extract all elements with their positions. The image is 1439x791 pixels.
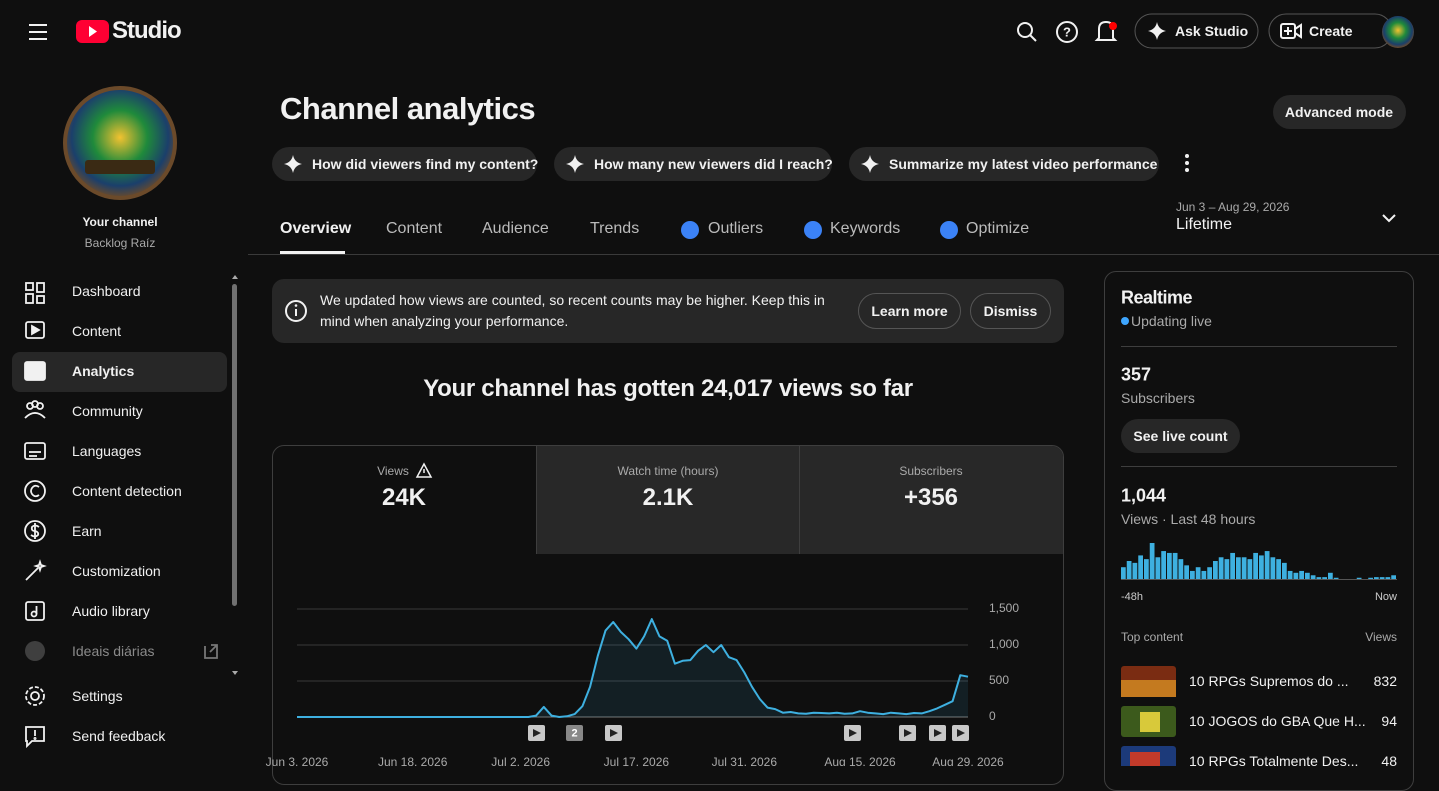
top-content-label: Top content [1121,630,1184,644]
metric-tab-bg [799,446,1063,554]
top-content-views: 832 [1373,673,1397,689]
nav-item[interactable]: Ideais diárias [72,643,155,659]
metric-label[interactable]: Subscribers [899,464,963,478]
nav-item[interactable]: Content [72,323,122,339]
top-content-title[interactable]: 10 RPGs Totalmente Des... [1189,753,1359,769]
realtime-status: Updating live [1131,313,1212,329]
top-content-views: 94 [1381,713,1397,729]
notice-text: We updated how views are counted, so rec… [320,292,825,329]
learn-more-button[interactable] [858,293,961,329]
top-content-title[interactable]: 10 RPGs Supremos do ... [1189,673,1349,689]
channel-label: Your channel [82,215,158,229]
prompt-chip[interactable] [554,147,832,181]
nav-item[interactable]: Languages [72,443,142,459]
realtime-subscribers-label: Subscribers [1121,390,1195,406]
metric-label[interactable]: Views [377,464,409,478]
metric-value[interactable]: 2.1K [642,484,694,511]
tab[interactable]: Trends [590,220,640,237]
realtime-views: 1,044 [1121,485,1167,506]
tab-underline [280,251,345,254]
top-content-title[interactable]: 10 JOGOS do GBA Que H... [1189,713,1366,729]
nav-item[interactable]: Audio library [72,603,150,619]
nav-item[interactable]: Content detection [72,483,182,499]
dismiss-label[interactable]: Dismiss [983,303,1038,319]
active-nav-bg [12,352,227,392]
nav-item[interactable]: Dashboard [72,283,141,299]
separator [1121,466,1397,467]
metric-label[interactable]: Watch time (hours) [617,464,719,478]
notice-banner [272,279,1064,343]
page-title: Channel analytics [280,91,536,126]
prompt-label[interactable]: How many new viewers did I reach? [594,156,833,172]
learn-more-label[interactable]: Learn more [871,303,948,319]
tab[interactable]: Outliers [708,220,764,237]
advanced-mode-label[interactable]: Advanced mode [1284,104,1394,120]
date-period[interactable]: Lifetime [1176,216,1233,233]
create-label[interactable]: Create [1309,23,1353,39]
prompt-label[interactable]: How did viewers find my content? [312,156,539,172]
realtime-title: Realtime [1121,287,1193,308]
summary-heading: Your channel has gotten 24,017 views so … [423,375,913,402]
body: Studio Ask Studio Create Your channel Backlo… [12,13,1439,791]
sidebar-scrollbar [232,284,237,606]
see-live-count-label[interactable]: See live count [1133,428,1228,444]
nav-item[interactable]: Community [72,403,143,419]
channel-name: Backlog Raíz [84,236,156,250]
tab[interactable]: Overview [280,220,352,237]
tab[interactable]: Keywords [830,220,901,237]
prompt-chip[interactable] [849,147,1159,181]
date-range[interactable]: Jun 3 – Aug 29, 2026 [1176,200,1290,214]
dismiss-button[interactable] [970,293,1051,329]
views-column-label: Views [1365,630,1397,644]
nav-item[interactable]: Customization [72,563,161,579]
logo-text[interactable]: Studio [112,17,182,44]
nav-item[interactable]: Earn [72,523,102,539]
metric-value[interactable]: 24K [381,484,427,511]
tabs-divider [248,254,1439,255]
realtime-subscribers: 357 [1121,364,1152,385]
studio-page: Studio Ask Studio Create Your channel Backlo… [12,17,1439,791]
tab[interactable]: Content [386,220,443,237]
ask-studio-label[interactable]: Ask Studio [1175,23,1249,39]
page: Channel analytics { "header": {"logo_tex… [12,13,1439,791]
metric-tab-bg [536,446,799,554]
prompt-chip[interactable] [272,147,537,181]
prompt-label[interactable]: Summarize my latest video performance [889,156,1158,172]
nav-item[interactable]: Settings [72,688,123,704]
nav-item[interactable]: Send feedback [72,728,166,744]
realtime-views-label: Views · Last 48 hours [1121,511,1256,527]
tab[interactable]: Audience [482,220,549,237]
separator [1121,346,1397,347]
metric-value[interactable]: +356 [903,484,959,511]
top-content-views: 48 [1381,753,1397,769]
nav-item[interactable]: Analytics [72,363,135,379]
tab[interactable]: Optimize [966,220,1030,237]
advanced-mode-button[interactable] [1273,95,1406,129]
see-live-count-button[interactable] [1121,419,1240,453]
